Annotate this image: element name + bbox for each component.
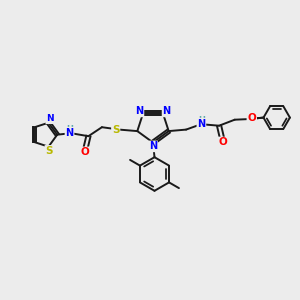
Text: O: O <box>248 113 256 124</box>
Text: N: N <box>149 141 157 152</box>
Text: S: S <box>45 146 53 156</box>
Text: O: O <box>218 137 227 148</box>
Text: H: H <box>66 125 73 134</box>
Text: N: N <box>163 106 171 116</box>
Text: N: N <box>65 128 74 138</box>
Text: N: N <box>46 114 54 123</box>
Text: N: N <box>197 118 206 129</box>
Text: N: N <box>135 106 143 116</box>
Text: O: O <box>80 147 89 158</box>
Text: H: H <box>198 116 205 125</box>
Text: S: S <box>112 124 119 135</box>
